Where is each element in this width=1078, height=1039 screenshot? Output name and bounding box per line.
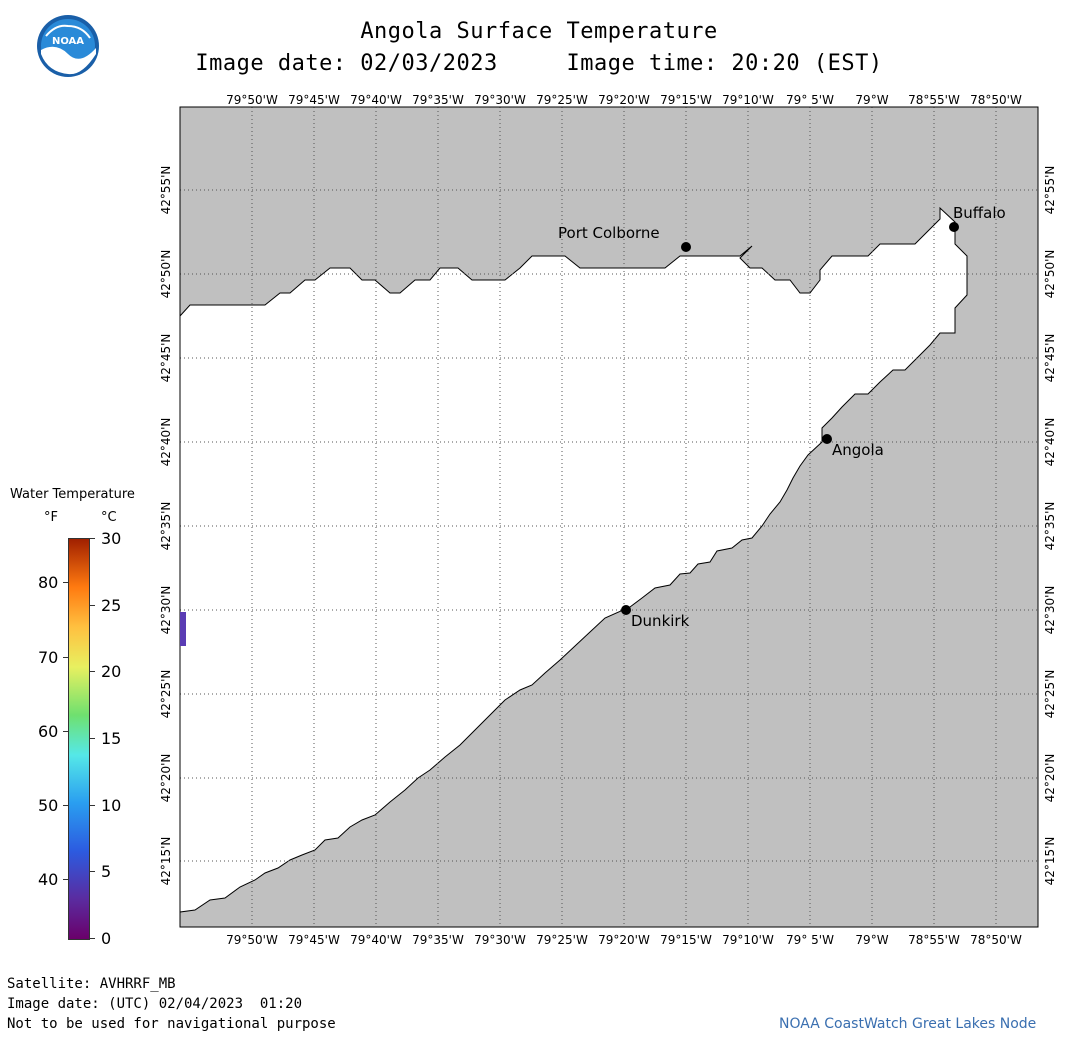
lat-tick-label: 42°25'N	[1043, 670, 1057, 719]
lat-tick-label: 42°55'N	[1043, 166, 1057, 215]
legend-tick-f: 70	[38, 647, 59, 667]
lon-tick-label: 79°40'W	[350, 933, 402, 947]
lat-tick-label: 42°55'N	[159, 166, 173, 215]
lat-tick-label: 42°40'N	[1043, 418, 1057, 467]
legend-tick-mark	[63, 656, 68, 658]
legend-tick-c: 0	[101, 929, 112, 948]
legend-tick-c: 25	[101, 595, 122, 615]
city-buffalo: Buffalo	[949, 204, 1006, 232]
lat-labels-right: 42°55'N 42°50'N 42°45'N 42°40'N 42°35'N 42°30…	[1043, 166, 1057, 886]
legend-tick-mark	[90, 604, 95, 606]
legend-unit-f: °F	[44, 510, 58, 525]
lon-tick-label: 79°45'W	[288, 93, 340, 107]
lon-tick-label: 78°50'W	[970, 933, 1022, 947]
satellite-name: Satellite: AVHRRF_MB	[7, 976, 176, 992]
legend-tick-c: 10	[101, 795, 122, 815]
lat-tick-label: 42°50'N	[1043, 250, 1057, 299]
lat-tick-label: 42°35'N	[1043, 502, 1057, 551]
lon-tick-label: 79°10'W	[722, 933, 774, 947]
lon-tick-label: 79°30'W	[474, 93, 526, 107]
city-label-dunkirk: Dunkirk	[631, 612, 690, 630]
legend-tick-f: 40	[38, 869, 59, 889]
legend-tick-mark	[63, 878, 68, 880]
lon-tick-label: 79°W	[855, 93, 888, 107]
lat-tick-label: 42°30'N	[1043, 586, 1057, 635]
lon-tick-label: 78°55'W	[908, 933, 960, 947]
noaa-logo-text: NOAA	[52, 36, 84, 47]
city-angola: Angola	[822, 434, 884, 459]
utc-image-date: Image date: (UTC) 02/04/2023 01:20	[7, 996, 303, 1012]
lon-tick-label: 79°40'W	[350, 93, 402, 107]
temperature-colorbar	[68, 538, 90, 940]
lon-tick-label: 79°15'W	[660, 93, 712, 107]
lat-tick-label: 42°15'N	[1043, 837, 1057, 886]
lat-tick-label: 42°45'N	[1043, 334, 1057, 383]
lon-tick-label: 79°W	[855, 933, 888, 947]
credit-link[interactable]: NOAA CoastWatch Great Lakes Node	[779, 1016, 1037, 1032]
city-dunkirk: Dunkirk	[621, 605, 690, 630]
lon-tick-label: 79°35'W	[412, 93, 464, 107]
lat-tick-label: 42°15'N	[159, 837, 173, 886]
legend-tick-mark	[90, 804, 95, 806]
lon-tick-label: 79°25'W	[536, 933, 588, 947]
legend-tick-f: 50	[38, 795, 59, 815]
noaa-logo: NOAA	[36, 14, 100, 78]
legend-tick-c: 15	[101, 729, 122, 748]
lon-tick-label: 79°10'W	[722, 93, 774, 107]
lon-labels-bottom: 79°50'W 79°45'W 79°40'W 79°35'W 79°30'W 79°25…	[226, 933, 1022, 947]
legend-tick-f: 80	[38, 573, 59, 593]
lon-tick-label: 79° 5'W	[786, 933, 834, 947]
legend-title: Water Temperature	[10, 487, 135, 502]
legend-tick-mark	[63, 804, 68, 806]
legend-tick-f: 60	[38, 721, 59, 741]
lat-tick-label: 42°25'N	[159, 670, 173, 719]
legend-tick-c: 5	[101, 862, 112, 882]
map-frame	[179, 106, 1039, 928]
lon-tick-label: 79°35'W	[412, 933, 464, 947]
legend-tick-mark	[90, 738, 95, 739]
legend-unit-c: °C	[101, 510, 117, 525]
lat-tick-label: 42°35'N	[159, 502, 173, 551]
legend-tick-mark	[90, 871, 95, 873]
lon-tick-label: 79°25'W	[536, 93, 588, 107]
lat-labels-left: 42°55'N 42°50'N 42°45'N 42°40'N 42°35'N 42°30…	[159, 166, 173, 886]
legend-tick-mark	[90, 938, 95, 939]
lat-tick-label: 42°30'N	[159, 586, 173, 635]
lat-tick-label: 42°50'N	[159, 250, 173, 299]
lon-tick-label: 79°20'W	[598, 933, 650, 947]
page-title: Angola Surface Temperature	[360, 19, 718, 44]
city-label-buffalo: Buffalo	[953, 204, 1006, 222]
legend-tick-mark	[90, 538, 95, 539]
lon-tick-label: 79°50'W	[226, 933, 278, 947]
city-port-colborne: Port Colborne	[558, 224, 691, 252]
lon-tick-label: 79°30'W	[474, 933, 526, 947]
disclaimer: Not to be used for navigational purpose	[7, 1016, 336, 1032]
legend-tick-mark	[63, 730, 68, 732]
legend-tick-c: 30	[101, 529, 122, 548]
legend-tick-mark	[90, 671, 95, 673]
city-label-port-colborne: Port Colborne	[558, 224, 660, 242]
lat-tick-label: 42°20'N	[159, 754, 173, 803]
legend-tick-mark	[63, 582, 68, 584]
lon-tick-label: 78°50'W	[970, 93, 1022, 107]
lon-tick-label: 79°50'W	[226, 93, 278, 107]
lon-tick-label: 79°45'W	[288, 933, 340, 947]
temperature-pixel	[180, 612, 186, 646]
image-date-time: Image date: 02/03/2023 Image time: 20:20…	[195, 51, 883, 76]
lon-tick-label: 78°55'W	[908, 93, 960, 107]
lon-tick-label: 79°20'W	[598, 93, 650, 107]
lat-tick-label: 42°40'N	[159, 418, 173, 467]
city-label-angola: Angola	[832, 441, 884, 459]
lon-tick-label: 79°15'W	[660, 933, 712, 947]
legend-tick-c: 20	[101, 662, 122, 682]
lon-labels-top: 79°50'W 79°45'W 79°40'W 79°35'W 79°30'W 79°25…	[226, 93, 1022, 107]
lat-tick-label: 42°20'N	[1043, 754, 1057, 803]
lon-tick-label: 79° 5'W	[786, 93, 834, 107]
lat-tick-label: 42°45'N	[159, 334, 173, 383]
